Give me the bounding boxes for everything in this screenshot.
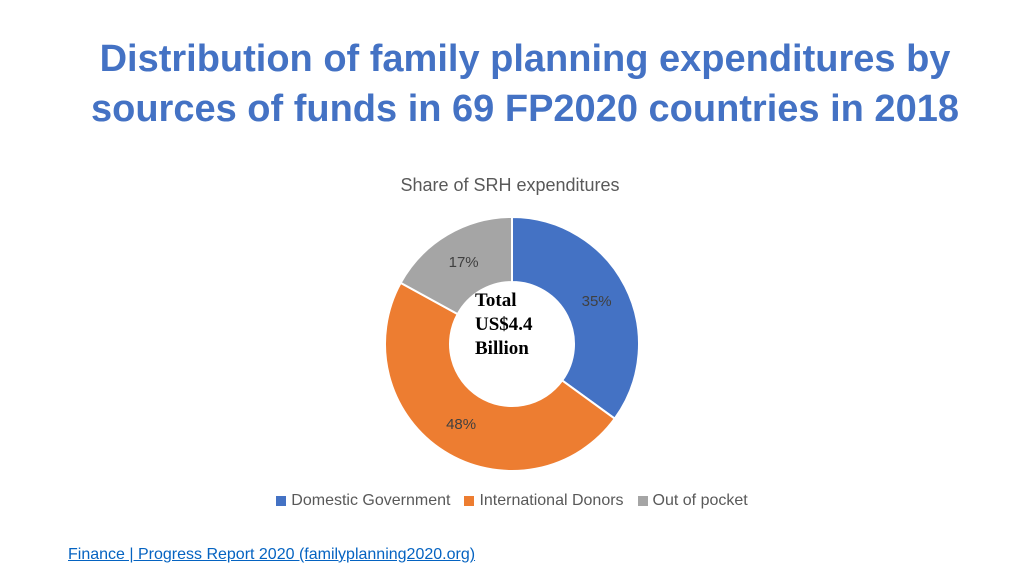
legend-swatch-domestic-government xyxy=(276,496,287,506)
legend-item-out-of-pocket: Out of pocket xyxy=(637,492,748,510)
donut-slice-international-donors xyxy=(384,281,617,472)
legend-label-international-donors: International Donors xyxy=(479,492,624,509)
center-label-line-2: US$4.4 xyxy=(475,314,533,335)
legend-swatch-international-donors xyxy=(464,496,475,506)
data-label-domestic-government: 35% xyxy=(582,293,612,310)
center-label-line-3: Billion xyxy=(475,338,529,359)
slide-title-line-1: Distribution of family planning expendit… xyxy=(99,38,951,80)
slide-title-line-2: sources of funds in 69 FP2020 countries … xyxy=(91,88,959,130)
source-link[interactable]: Finance | Progress Report 2020 (familypl… xyxy=(68,546,476,563)
legend-swatch-out-of-pocket xyxy=(637,496,648,506)
chart-title: Share of SRH expenditures xyxy=(400,175,620,195)
slide-title: Distribution of family planning expendit… xyxy=(60,34,990,134)
data-label-international-donors: 48% xyxy=(446,416,476,433)
donut-slice-out-of-pocket xyxy=(399,215,513,316)
donut-center-label: Total US$4.4 Billion xyxy=(475,289,565,361)
donut-slice-domestic-government xyxy=(511,215,640,421)
legend-item-domestic-government: Domestic Government xyxy=(276,492,450,510)
center-label-line-1: Total xyxy=(475,290,517,311)
legend-label-domestic-government: Domestic Government xyxy=(291,492,451,509)
data-label-out-of-pocket: 17% xyxy=(449,254,479,271)
chart-legend: Domestic Government International Donors… xyxy=(240,492,784,510)
legend-item-international-donors: International Donors xyxy=(464,492,624,510)
legend-label-out-of-pocket: Out of pocket xyxy=(652,492,748,509)
